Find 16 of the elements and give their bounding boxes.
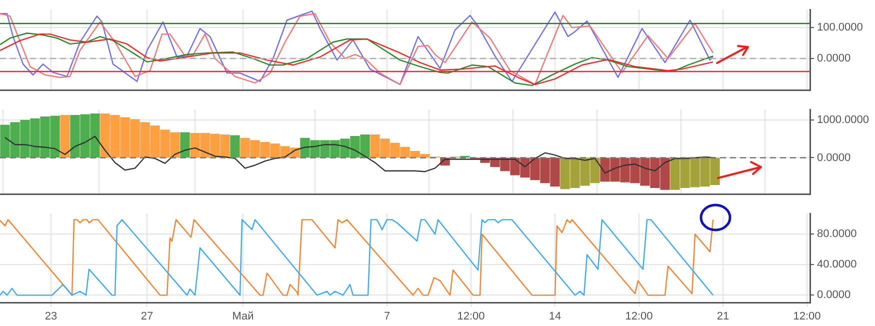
x-tick-label: 14 — [548, 310, 562, 322]
x-tick-label: 12:00 — [793, 310, 821, 322]
y-tick-label: 80.0000 — [817, 228, 857, 240]
y-tick-label: 40.0000 — [817, 258, 857, 271]
x-tick-label: 21 — [716, 310, 730, 322]
x-tick-label: Май — [232, 310, 254, 322]
x-tick-label: 7 — [384, 310, 390, 322]
y-tick-label: 1000.0000 — [817, 114, 869, 126]
x-tick-label: 12:00 — [457, 310, 485, 322]
y-tick-label: 0.0000 — [817, 289, 851, 302]
x-tick-label: 12:00 — [625, 310, 653, 322]
x-tick-label: 23 — [44, 310, 58, 322]
y-tick-label: 0.0000 — [817, 152, 851, 164]
x-tick-label: 27 — [140, 310, 154, 322]
y-tick-label: 100.0000 — [817, 22, 863, 34]
y-tick-label: 0.0000 — [817, 52, 851, 65]
